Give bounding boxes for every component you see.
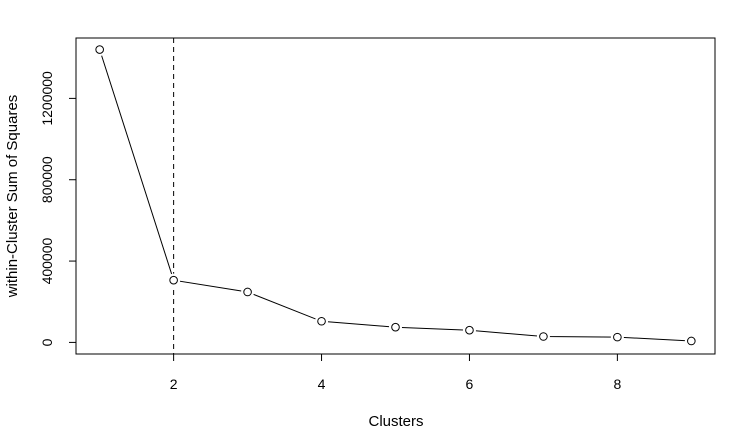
data-point [95, 45, 104, 54]
data-point [687, 336, 696, 346]
series-line [99, 49, 692, 342]
y-tick-label: 800000 [39, 156, 55, 203]
data-point [317, 316, 326, 326]
data-point [169, 275, 178, 285]
x-axis-title: Clusters [368, 413, 423, 430]
data-point [539, 332, 548, 341]
x-axis: 2 4 6 8 [170, 354, 621, 392]
x-tick-label: 2 [170, 376, 178, 392]
data-point [465, 325, 474, 335]
y-axis-title: within-Cluster Sum of Squares [4, 95, 21, 299]
data-point [243, 287, 252, 297]
y-tick-label: 400000 [39, 237, 55, 284]
data-point [613, 332, 622, 342]
y-tick-label: 1200000 [39, 71, 55, 126]
data-point [391, 322, 400, 332]
series-points [93, 43, 698, 348]
x-tick-label: 6 [466, 376, 474, 392]
y-tick-label: 0 [39, 338, 55, 346]
plot-frame [75, 37, 716, 355]
x-tick-label: 8 [613, 376, 621, 392]
x-tick-label: 4 [318, 376, 326, 392]
y-axis: 0 400000 800000 1200000 [39, 71, 76, 346]
